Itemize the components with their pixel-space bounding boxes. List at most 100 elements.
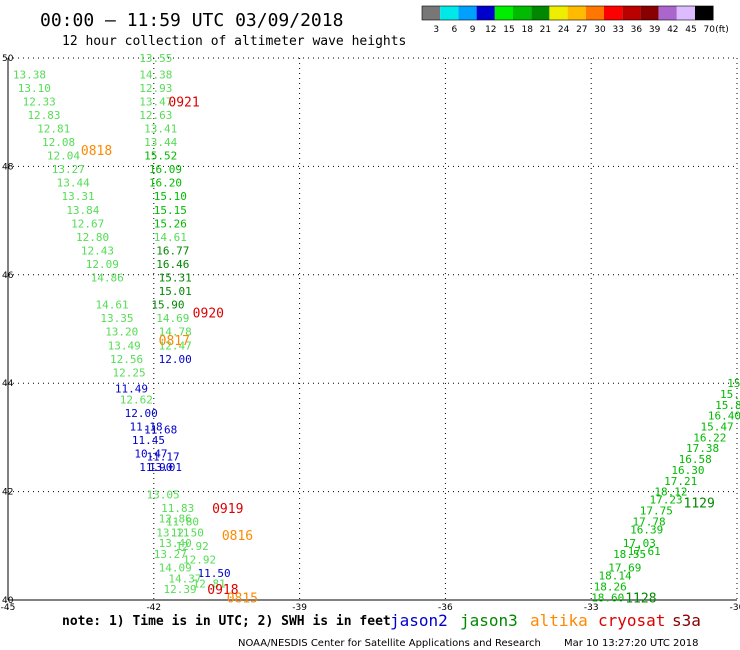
track-time-label: 1128 [625, 591, 656, 606]
x-tick-label: -36 [438, 603, 453, 613]
wave-height-point: 12.00 [159, 353, 192, 366]
colorbar-unit: (ft) [715, 25, 729, 35]
wave-height-point: 13.31 [61, 190, 94, 203]
wave-height-point: 12.43 [81, 244, 114, 257]
wave-height-point: 16.39 [630, 524, 663, 537]
wave-height-point: 15.90 [151, 299, 184, 312]
wave-height-point: 18.55 [613, 548, 646, 561]
track-time-label: 1129 [684, 496, 715, 511]
colorbar-swatch [513, 6, 532, 20]
wave-height-point: 15.52 [144, 150, 177, 163]
wave-height-point: 18.60 [591, 591, 624, 604]
satellite-legend: jason2 jason3 altika cryosat s3a [390, 611, 701, 630]
track-time-label: 0920 [193, 307, 224, 322]
wave-height-point: 11.45 [132, 434, 165, 447]
wave-height-point: 12.63 [139, 109, 172, 122]
wave-height-point: 15.31 [159, 272, 192, 285]
colorbar-swatch [640, 6, 659, 20]
colorbar-label: 45 [685, 25, 696, 35]
wave-height-point: 11.68 [144, 423, 177, 436]
wave-height-point: 15.15 [154, 204, 187, 217]
wave-height-point: 13.41 [144, 122, 177, 135]
wave-height-point: 18.14 [598, 570, 631, 583]
wave-height-point: 17.78 [633, 515, 666, 528]
track-time-label: 0815 [227, 591, 258, 606]
axis-ticks: -45 -42 -39 -36 -33 -30 40 42 44 46 48 50 [1, 54, 740, 613]
wave-height-point: 12.04 [47, 150, 80, 163]
wave-height-point: 13.11 [156, 526, 189, 539]
wave-height-point: 12.93 [139, 82, 172, 95]
colorbar-swatch [440, 6, 459, 20]
wave-height-point: 12.81 [193, 578, 226, 591]
legend-entry-s3a: s3a [672, 611, 701, 630]
wave-height-point: 13.35 [100, 312, 133, 325]
wave-height-point: 12.81 [37, 122, 70, 135]
colorbar-label: 9 [470, 25, 476, 35]
colorbar-swatch [531, 6, 550, 20]
footer-timestamp: Mar 10 13:27:20 UTC 2018 [564, 638, 699, 649]
wave-height-point: 15.01 [159, 285, 192, 298]
y-tick-label: 50 [2, 54, 14, 64]
wave-height-point: 17.21 [664, 475, 697, 488]
wave-height-point: 16.58 [679, 453, 712, 466]
wave-height-point: 15.81 [715, 399, 740, 412]
track-time-label: 0816 [222, 529, 253, 544]
wave-height-point: 12.33 [23, 95, 56, 108]
wave-height-point: 18.26 [594, 580, 627, 593]
wave-height-point: 11.83 [161, 502, 194, 515]
y-tick-label: 42 [2, 488, 13, 498]
wave-height-point: 13.10 [18, 82, 51, 95]
colorbar-label: 12 [485, 25, 496, 35]
wave-height-point: 12.56 [110, 353, 143, 366]
wave-height-point: 16.77 [156, 244, 189, 257]
wave-height-point: 12.25 [112, 366, 145, 379]
wave-height-point: 13.01 [149, 461, 182, 474]
wave-height-point: 12.00 [125, 407, 158, 420]
colorbar-swatch [476, 6, 495, 20]
wave-height-point: 15.10 [154, 190, 187, 203]
footer-credit: NOAA/NESDIS Center for Satellite Applica… [238, 638, 541, 649]
colorbar-swatch [494, 6, 513, 20]
wave-height-point: 13.40 [159, 537, 192, 550]
wave-height-point: 17.23 [650, 494, 683, 507]
wave-height-point: 11.80 [166, 515, 199, 528]
wave-height-point: 12.86 [159, 513, 192, 526]
colorbar-swatch [676, 6, 695, 20]
colorbar-swatch [567, 6, 586, 20]
wave-height-point: 15.26 [154, 217, 187, 230]
wave-height-point: 12.47 [159, 339, 192, 352]
x-tick-label: -42 [146, 603, 161, 613]
wave-height-point: 13.49 [108, 339, 141, 352]
wave-height-point: 15.3 [720, 388, 740, 401]
colorbar-label: 39 [649, 25, 661, 35]
wave-height-point: 12.92 [183, 553, 216, 566]
track-time-label: 0919 [212, 502, 243, 517]
wave-height-point: 13.44 [144, 136, 177, 149]
wave-height-point: 16.22 [693, 431, 726, 444]
y-tick-label: 48 [2, 162, 14, 172]
colorbar-swatch [695, 6, 714, 20]
wave-height-point: 18.12 [654, 486, 687, 499]
track-time-label: 0918 [207, 583, 238, 598]
colorbar-label: 42 [667, 25, 678, 35]
wave-height-point: 13.20 [105, 326, 138, 339]
wave-height-point: 14.38 [139, 68, 172, 81]
plot-area [7, 58, 737, 601]
colorbar-label: 70 [703, 25, 715, 35]
grid-lines [8, 57, 738, 600]
wave-height-point: 16.20 [149, 177, 182, 190]
wave-height-point: 12.39 [164, 583, 197, 596]
wave-height-point: 13.47 [139, 95, 172, 108]
colorbar-swatch [658, 6, 677, 20]
wave-height-point: 16.46 [156, 258, 189, 271]
footer-note: note: 1) Time is in UTC; 2) SWH is in fe… [62, 614, 391, 629]
wave-height-point: 14.86 [91, 272, 124, 285]
wave-height-point: 10.47 [134, 448, 167, 461]
colorbar-swatch [622, 6, 641, 20]
x-tick-label: -45 [1, 603, 16, 613]
chart-title: 00:00 — 11:59 UTC 03/09/2018 [40, 10, 343, 31]
chart-subtitle: 12 hour collection of altimeter wave hei… [62, 34, 406, 49]
data-points: 13.55 13.38 14.38 13.10 12.93 12.33 13.47 12.83… [13, 52, 740, 604]
wave-height-point: 13.44 [57, 177, 90, 190]
track-time-label: 0818 [81, 144, 112, 159]
